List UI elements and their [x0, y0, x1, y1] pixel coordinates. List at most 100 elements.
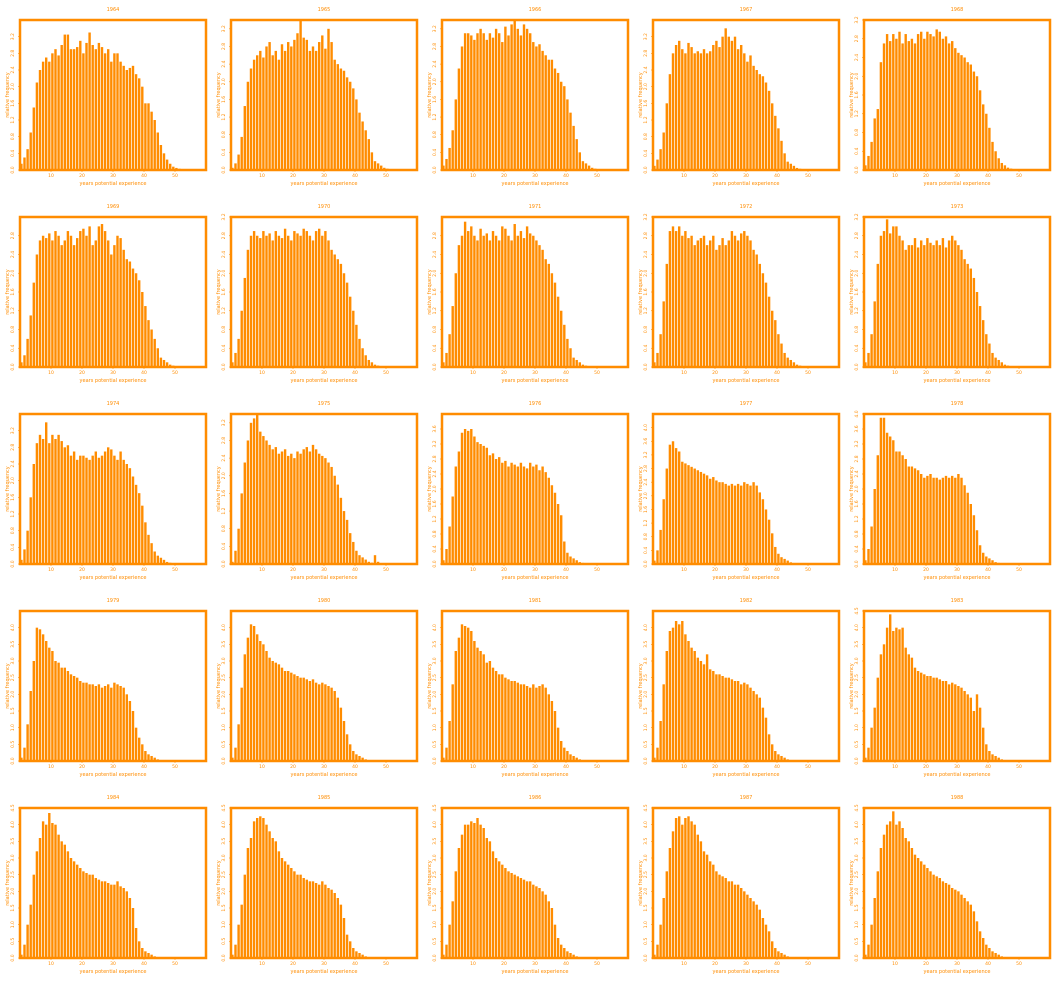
bar	[740, 45, 742, 170]
bar	[731, 679, 733, 761]
chart-title: 1987	[740, 795, 753, 801]
y-tick-label: 3.2	[643, 451, 649, 458]
bar	[247, 638, 249, 761]
x-tick-label: 40	[985, 764, 991, 770]
bar	[656, 945, 658, 958]
bar	[687, 43, 689, 170]
bar	[771, 103, 773, 170]
bar	[892, 631, 894, 761]
chart-title: 1965	[318, 7, 331, 13]
bar	[467, 825, 469, 958]
bar	[346, 283, 348, 367]
bar	[666, 264, 668, 367]
y-axis-label: relative frequency	[427, 72, 433, 118]
bar	[315, 231, 317, 367]
bar	[529, 33, 531, 170]
y-tick-label: 4.0	[221, 821, 227, 828]
x-axis-label: years potential experience	[291, 575, 358, 581]
bar	[734, 885, 736, 958]
bar	[557, 504, 559, 564]
bar	[721, 876, 723, 958]
bar	[771, 941, 773, 958]
y-tick-label: 0.0	[432, 954, 438, 961]
bar	[448, 721, 450, 761]
bar	[116, 53, 118, 170]
bar	[157, 133, 159, 171]
x-axis-label: years potential experience	[924, 575, 991, 581]
bar	[334, 691, 336, 761]
bar	[694, 825, 696, 958]
bar	[95, 452, 97, 565]
bar	[514, 681, 516, 761]
chart-title: 1976	[529, 401, 542, 407]
x-tick-label: 40	[774, 961, 780, 967]
bar	[728, 678, 730, 761]
x-tick-label: 50	[594, 173, 600, 179]
bar	[315, 683, 317, 761]
bar	[253, 821, 255, 958]
bar	[26, 925, 28, 958]
bar	[523, 880, 525, 958]
x-tick-label: 30	[743, 173, 749, 179]
bar	[358, 339, 360, 367]
plot-frame	[231, 611, 417, 761]
bar	[448, 527, 450, 565]
bar	[656, 160, 658, 170]
bar	[492, 453, 494, 564]
bar	[948, 43, 950, 170]
y-tick-label: 0.5	[854, 938, 860, 945]
bar	[445, 748, 447, 761]
bar	[101, 456, 103, 564]
bar	[278, 851, 280, 958]
bar	[694, 53, 696, 170]
bar	[309, 681, 311, 761]
bar	[926, 32, 928, 170]
bar	[458, 638, 460, 761]
bar	[911, 848, 913, 958]
x-tick-label: 10	[681, 961, 687, 967]
bar	[461, 236, 463, 367]
x-tick-label: 20	[290, 370, 296, 376]
bar	[942, 478, 944, 564]
bar	[725, 484, 727, 564]
y-tick-label: 4.0	[432, 821, 438, 828]
x-tick-label: 20	[501, 961, 507, 967]
bar	[48, 443, 50, 564]
bar	[135, 273, 137, 367]
bar	[663, 499, 665, 564]
bar	[694, 469, 696, 564]
bar	[994, 358, 996, 367]
x-tick-label: 30	[954, 567, 960, 573]
bar	[700, 238, 702, 367]
bar	[57, 663, 59, 761]
bar	[334, 60, 336, 170]
bar	[45, 641, 47, 761]
bar	[507, 679, 509, 761]
bar	[929, 34, 931, 170]
bar	[514, 224, 516, 367]
bar	[141, 744, 143, 761]
bar	[895, 628, 897, 761]
bar	[98, 43, 100, 170]
x-axis-label: years potential experience	[80, 378, 147, 384]
bar	[113, 683, 115, 761]
bar	[718, 245, 720, 367]
bar	[554, 925, 556, 958]
bar	[296, 452, 298, 565]
bar	[743, 891, 745, 958]
bar	[659, 530, 661, 564]
bar	[737, 681, 739, 761]
y-axis-label: relative frequency	[216, 72, 222, 118]
bar	[30, 133, 32, 171]
x-tick-label: 50	[172, 567, 178, 573]
bar	[476, 648, 478, 761]
y-tick-label: 0.4	[10, 150, 16, 157]
bar	[455, 651, 457, 761]
x-tick-label: 50	[1016, 173, 1022, 179]
bar	[327, 686, 329, 761]
bar	[334, 893, 336, 958]
bar	[445, 549, 447, 564]
